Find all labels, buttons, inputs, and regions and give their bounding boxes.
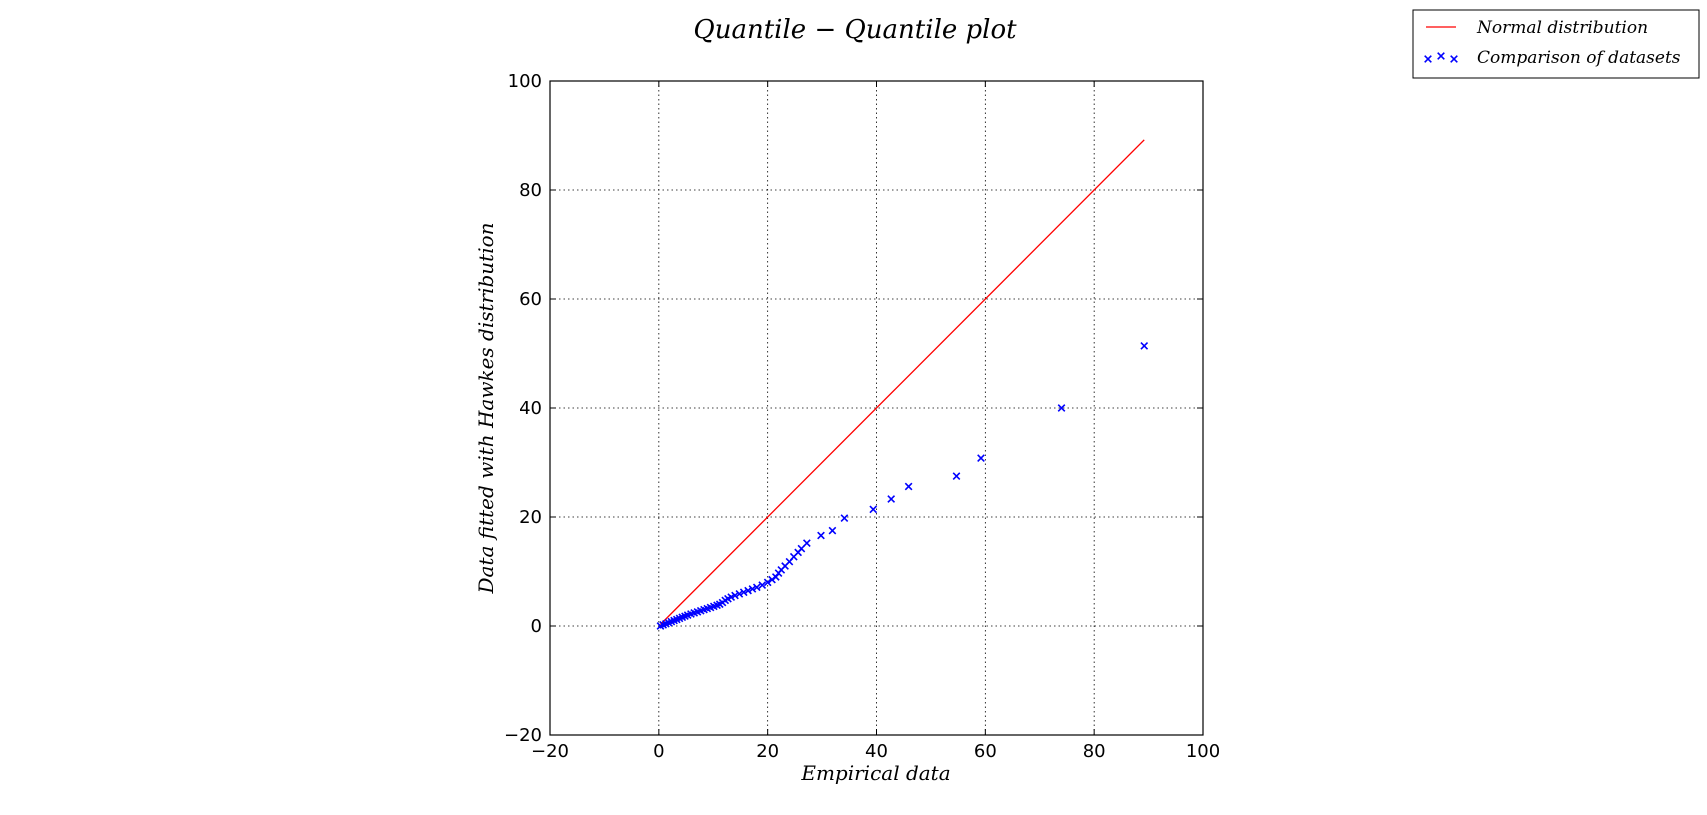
data-point [1057, 404, 1066, 412]
data-point [887, 495, 896, 503]
x-tick-label: −20 [531, 741, 569, 762]
x-tick-label: 80 [1083, 741, 1106, 762]
x-axis-ticks: −20 0 20 40 60 80 100 [531, 81, 1220, 762]
data-point [904, 482, 913, 491]
x-tick-label: 0 [653, 741, 664, 762]
marker-stroke [952, 472, 961, 480]
marker-stroke [748, 585, 757, 593]
chart-title: Quantile − Quantile plot [693, 15, 1017, 45]
data-point [840, 514, 849, 522]
data-point [977, 454, 985, 463]
legend-marker-point [1450, 55, 1458, 63]
series-line-normal-distribution [660, 139, 1145, 625]
data-point [735, 589, 744, 598]
marker-stroke [1057, 404, 1066, 412]
marker-stroke [1450, 55, 1458, 63]
data-point [748, 585, 757, 593]
marker-stroke [735, 589, 744, 598]
data-point [1140, 342, 1149, 350]
y-tick-label: 80 [519, 180, 542, 201]
x-tick-label: 20 [756, 741, 779, 762]
marker-stroke [904, 482, 913, 491]
marker-stroke [744, 586, 752, 595]
marker-stroke [752, 583, 761, 592]
x-axis-label: Empirical data [800, 761, 950, 785]
x-tick-label: 60 [974, 741, 997, 762]
data-point [869, 505, 878, 514]
y-tick-label: 20 [519, 507, 542, 528]
y-tick-label: 100 [508, 71, 542, 92]
marker-stroke [739, 588, 748, 597]
marker-stroke [758, 581, 767, 589]
legend-box [1412, 9, 1700, 79]
legend: Normal distribution Comparison of datase… [1412, 9, 1700, 79]
data-point [758, 581, 767, 589]
data-point [802, 539, 811, 548]
marker-stroke [1140, 342, 1149, 350]
marker-stroke [887, 495, 896, 503]
marker-stroke [763, 578, 772, 587]
data-point [752, 583, 761, 592]
data-point [744, 586, 752, 595]
y-axis-ticks: −20 0 20 40 60 80 100 [504, 71, 1203, 746]
x-tick-label: 100 [1186, 741, 1220, 762]
legend-label-normal-distribution: Normal distribution [1476, 18, 1648, 38]
data-point [739, 588, 748, 597]
legend-marker-point [1424, 55, 1432, 63]
legend-marker-point [1437, 52, 1445, 60]
marker-stroke [1424, 55, 1432, 63]
data-point [817, 531, 825, 540]
grid-lines [550, 81, 1203, 735]
data-point [731, 591, 739, 600]
marker-stroke [828, 526, 837, 535]
data-point [952, 472, 961, 480]
data-point [828, 526, 837, 535]
marker-stroke [817, 531, 825, 540]
legend-label-comparison-of-datasets: Comparison of datasets [1477, 48, 1681, 68]
marker-stroke [977, 454, 985, 463]
series-layer [656, 139, 1149, 630]
marker-stroke [869, 505, 878, 514]
marker-stroke [1437, 52, 1445, 60]
y-axis-label: Data fitted with Hawkes distribution [474, 222, 498, 594]
y-tick-label: 60 [519, 289, 542, 310]
marker-stroke [802, 539, 811, 548]
marker-stroke [731, 591, 739, 600]
y-tick-label: 0 [531, 616, 542, 637]
y-tick-label: 40 [519, 398, 542, 419]
marker-stroke [840, 514, 849, 522]
y-tick-label: −20 [504, 725, 542, 746]
data-point [763, 578, 772, 587]
x-tick-label: 40 [865, 741, 888, 762]
legend-marker-swatch [1424, 52, 1458, 63]
